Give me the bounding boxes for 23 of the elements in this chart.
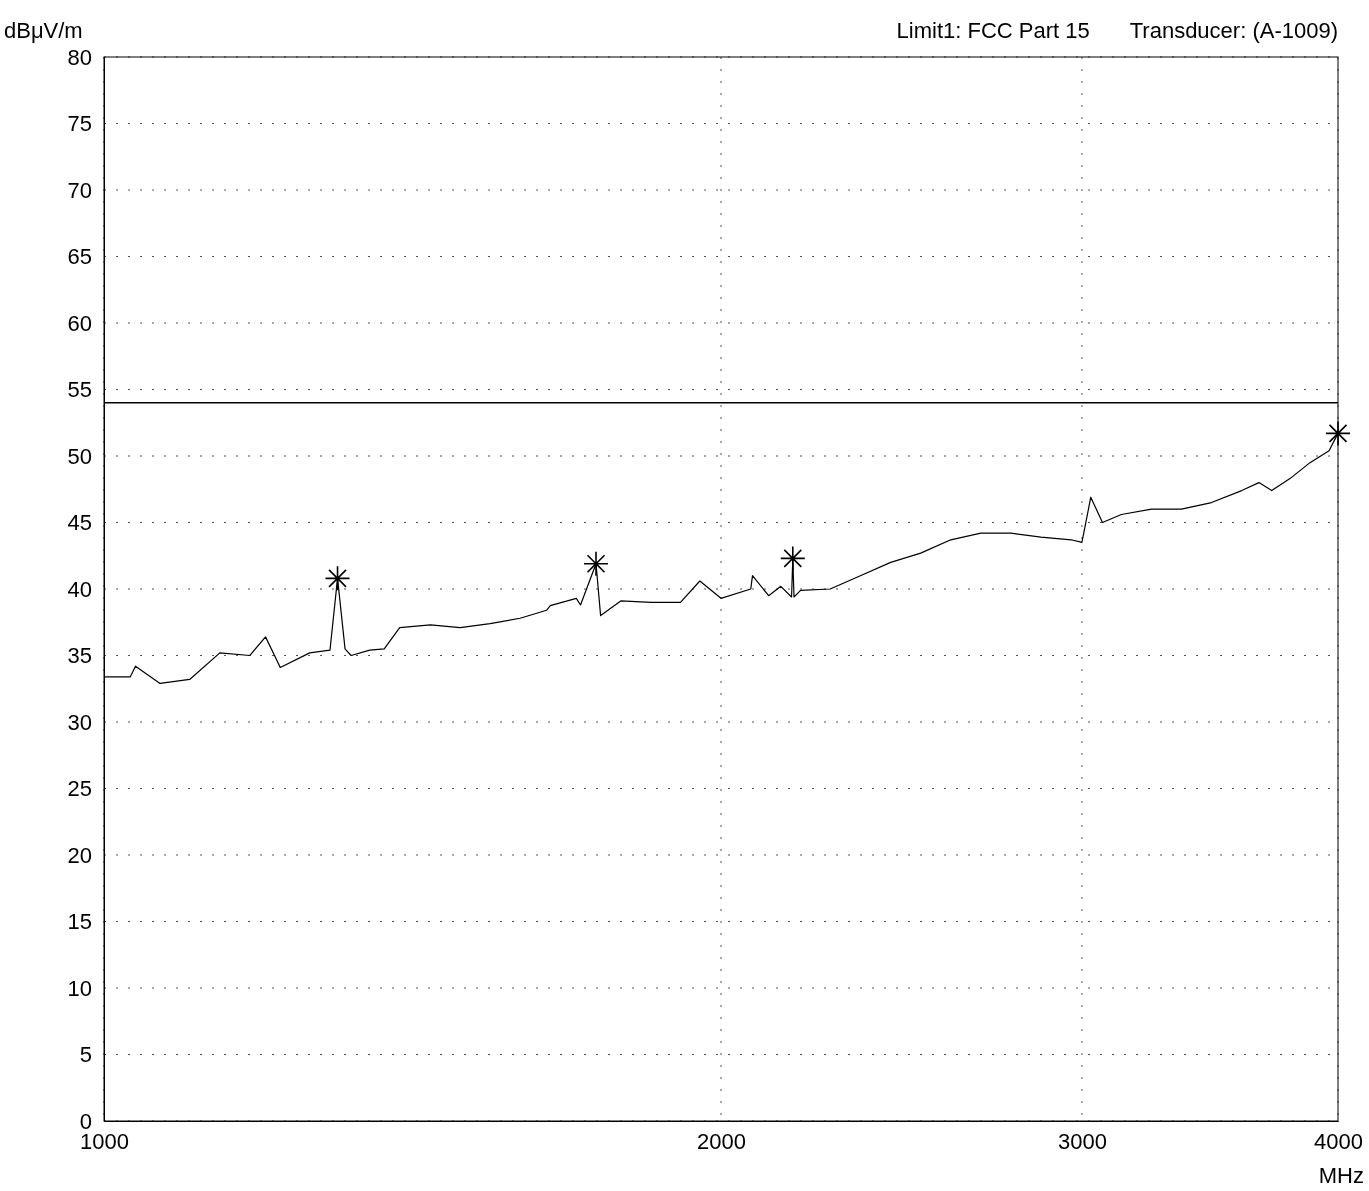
y-tick-label: 40 xyxy=(67,576,92,602)
y-tick-label: 5 xyxy=(79,1042,92,1068)
y-tick-label: 80 xyxy=(67,44,92,70)
x-tick-label: 4000 xyxy=(1314,1128,1363,1154)
y-tick-label: 65 xyxy=(67,244,92,270)
y-axis-title: dBμV/m xyxy=(4,18,83,43)
x-tick-label: 2000 xyxy=(697,1128,746,1154)
x-axis-title: MHz xyxy=(1318,1163,1364,1188)
y-tick-label: 70 xyxy=(67,177,92,203)
text: Limit1: FCC Part 15 xyxy=(896,18,1090,43)
text: Transducer: (A-1009) xyxy=(1129,18,1338,43)
y-tick-label: 55 xyxy=(67,377,92,403)
y-tick-label: 75 xyxy=(67,111,92,137)
y-tick-label: 10 xyxy=(67,975,92,1001)
y-tick-label: 20 xyxy=(67,842,92,868)
y-tick-label: 25 xyxy=(67,776,92,802)
y-tick-label: 35 xyxy=(67,643,92,669)
y-tick-label: 30 xyxy=(67,709,92,735)
y-tick-label: 60 xyxy=(67,310,92,336)
y-tick-label: 50 xyxy=(67,443,92,469)
y-tick-label: 45 xyxy=(67,510,92,536)
y-tick-label: 15 xyxy=(67,909,92,935)
x-tick-label: 3000 xyxy=(1057,1128,1107,1154)
